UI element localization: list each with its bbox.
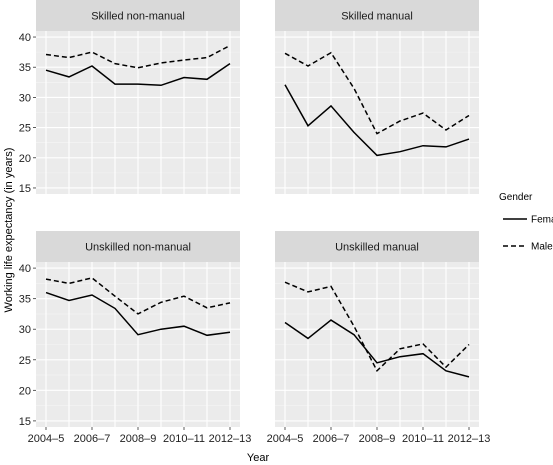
panel-unskilled-non-manual: Unskilled non-manual 15 20 25 30 35 40 2004–5 20… <box>19 231 252 445</box>
series-line-male <box>284 281 470 373</box>
panel-title: Unskilled manual <box>335 242 419 254</box>
panel-strip <box>275 231 479 262</box>
x-tick-label: 2008–9 <box>120 433 157 445</box>
panel-skilled-non-manual: Skilled non-manual 15 20 25 30 35 40 <box>19 0 240 195</box>
panel-title: Unskilled non-manual <box>85 242 191 254</box>
y-tick-label: 15 <box>19 183 31 195</box>
y-axis-title: Working life expectancy (in years) <box>3 148 15 313</box>
x-tick-label: 2008–9 <box>359 433 396 445</box>
y-tick-label: 35 <box>19 62 31 74</box>
series-line-female <box>45 62 231 87</box>
series-line-female <box>284 319 470 378</box>
y-tick-label: 20 <box>19 385 31 397</box>
y-tick-label: 40 <box>19 263 31 275</box>
panel-unskilled-manual: Unskilled manual 2004–5 2006–7 2008–9 2010–1… <box>267 231 491 445</box>
x-axis-title: Year <box>247 452 270 464</box>
legend-title: Gender <box>499 192 533 203</box>
y-tick-label: 15 <box>19 416 31 428</box>
x-tick-label: 2010–11 <box>402 433 444 445</box>
legend-label-female: Female <box>531 215 553 226</box>
panel-strip <box>36 231 240 262</box>
series-line-male <box>284 51 470 135</box>
x-tick-label: 2010–11 <box>163 433 205 445</box>
panel-strip <box>275 0 479 31</box>
y-tick-label: 30 <box>19 92 31 104</box>
series-line-female <box>45 291 231 337</box>
x-tick-label: 2004–5 <box>267 433 304 445</box>
panel-strip <box>36 0 240 31</box>
y-tick-label: 40 <box>19 32 31 44</box>
panel-title: Skilled non-manual <box>91 11 185 23</box>
x-tick-label: 2012–13 <box>448 433 491 445</box>
panel-skilled-manual: Skilled manual <box>275 0 479 194</box>
legend-label-male: Male <box>531 242 553 253</box>
y-tick-label: 30 <box>19 324 31 336</box>
y-tick-label: 20 <box>19 153 31 165</box>
x-tick-label: 2004–5 <box>28 433 65 445</box>
panels-layer: Skilled non-manual 15 20 25 30 35 40 Skilled ma… <box>19 0 491 445</box>
x-tick-label: 2012–13 <box>209 433 252 445</box>
y-tick-label: 25 <box>19 355 31 367</box>
series-line-female <box>284 84 470 157</box>
y-tick-label: 35 <box>19 294 31 306</box>
series-line-male <box>45 277 231 315</box>
legend: Gender Female Male <box>499 192 553 253</box>
x-tick-label: 2006–7 <box>74 433 111 445</box>
x-tick-label: 2006–7 <box>313 433 350 445</box>
y-tick-label: 25 <box>19 123 31 135</box>
panel-title: Skilled manual <box>341 11 413 23</box>
